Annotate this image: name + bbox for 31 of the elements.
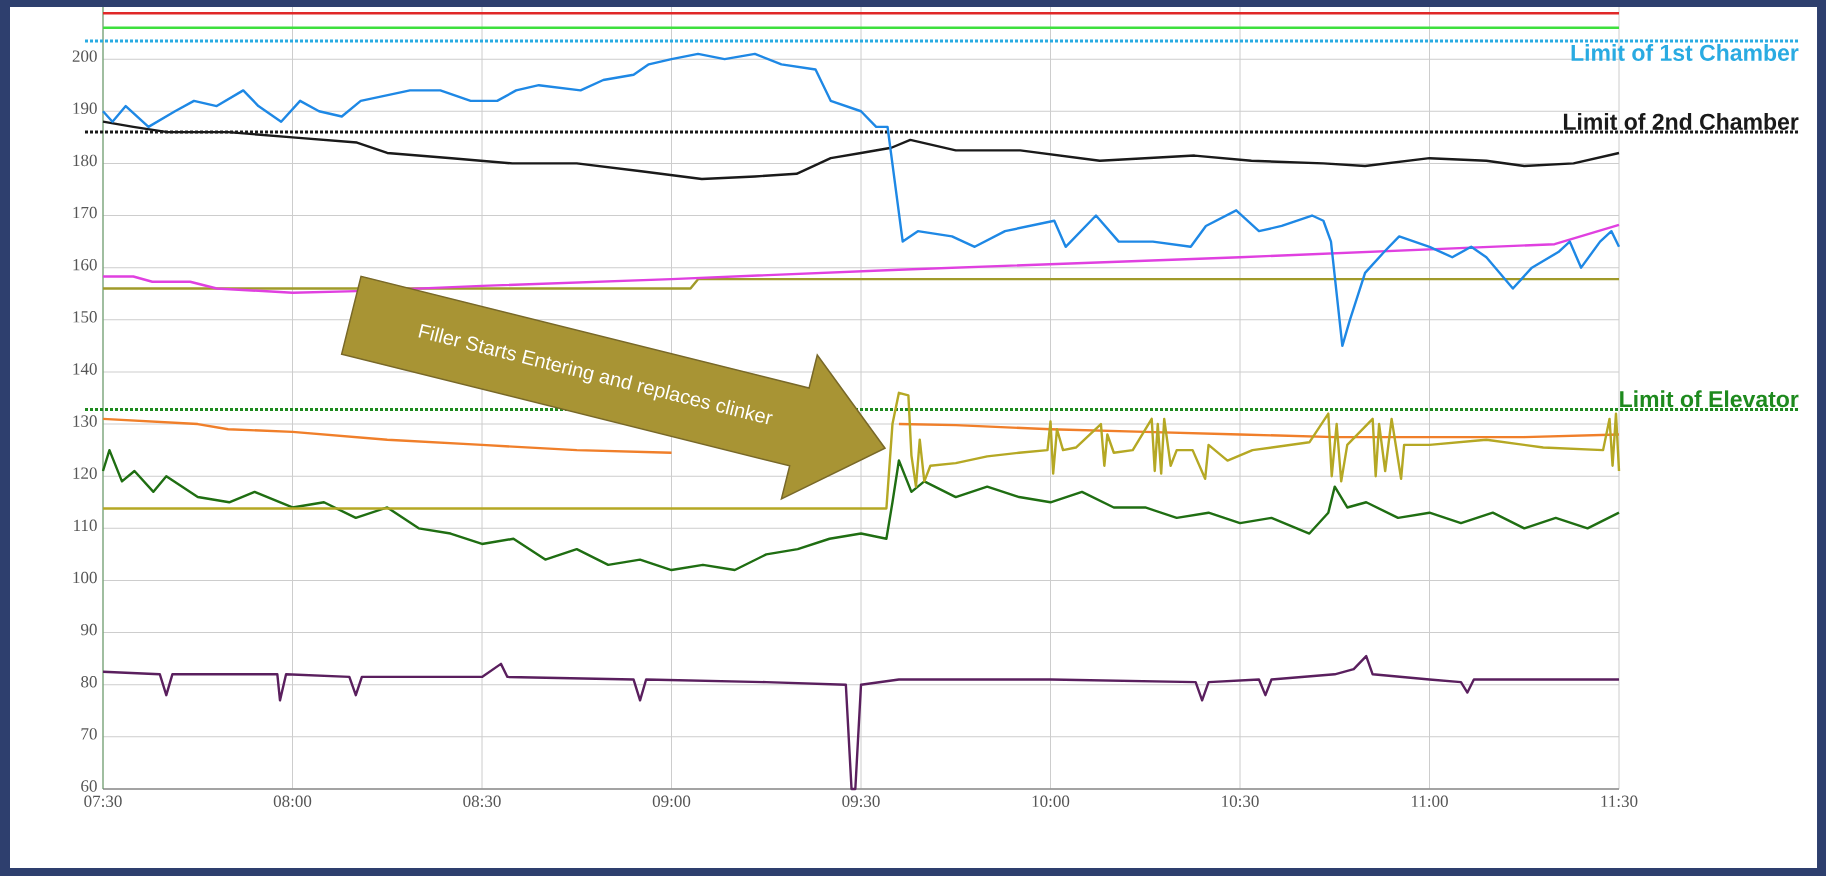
x-tick-label: 10:00: [1032, 795, 1070, 808]
y-tick-label: 110: [74, 519, 97, 532]
x-tick-label: 09:30: [842, 795, 880, 808]
y-tick-label: 90: [81, 623, 97, 636]
x-tick-label: 08:00: [273, 795, 312, 808]
ref-line-label: Limit of Elevator: [1620, 390, 1799, 408]
y-tick-label: 60: [81, 780, 97, 792]
line-series: [101, 448, 1621, 572]
y-tick-label: 140: [73, 363, 97, 375]
x-tick-label: 09:00: [652, 795, 691, 808]
line-series: [101, 654, 1621, 791]
annotation: Filler Starts Entering and replaces clinker: [418, 323, 773, 425]
x-tick-label: 07:30: [84, 795, 122, 808]
y-tick-label: 70: [81, 728, 97, 740]
y-tick-label: 130: [73, 415, 97, 427]
y-tick-label: 150: [73, 311, 97, 323]
x-tick-label: 11:00: [1411, 795, 1448, 808]
ref-line-label: Limit of 2nd Chamber: [1563, 113, 1799, 130]
line-series: [101, 223, 1621, 294]
y-tick-label: 200: [72, 50, 97, 62]
x-tick-label: 08:30: [463, 795, 501, 808]
y-tick-label: 190: [73, 102, 97, 114]
x-tick-label: 11:30: [1601, 795, 1638, 808]
y-tick-label: 170: [73, 206, 97, 219]
x-tick-label: 10:30: [1222, 795, 1259, 808]
y-tick-label: 160: [73, 258, 97, 271]
ref-line-label: Limit of 1st Chamber: [1571, 44, 1799, 61]
y-tick-label: 100: [73, 571, 97, 584]
y-tick-label: 120: [73, 467, 97, 479]
y-tick-label: 180: [73, 154, 97, 167]
y-tick-label: 80: [81, 675, 97, 688]
